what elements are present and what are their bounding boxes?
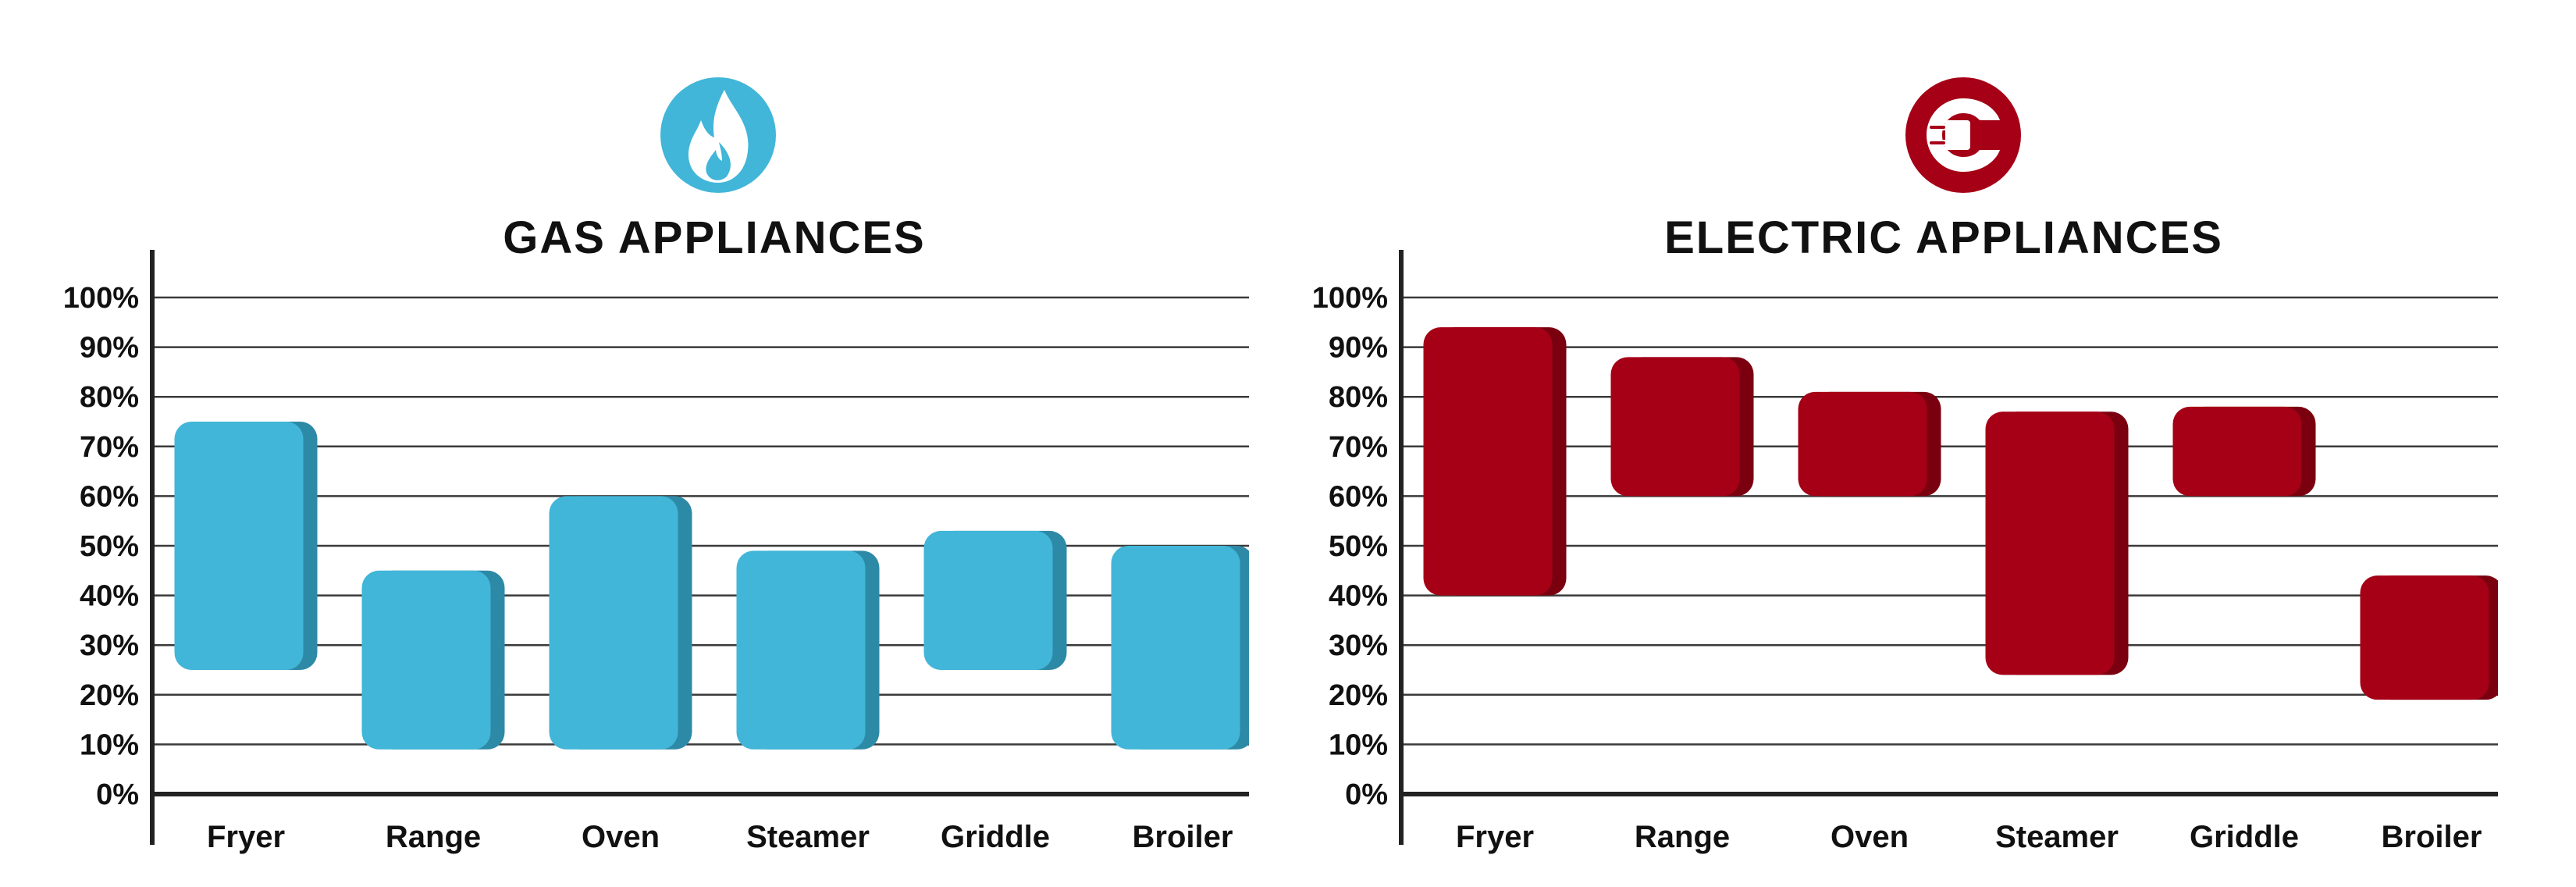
y-tick-label: 50% (80, 530, 139, 563)
y-tick-label: 100% (63, 282, 139, 315)
x-category-label: Broiler (2382, 820, 2482, 854)
bar-broiler (2360, 575, 2498, 700)
bar-oven (549, 496, 692, 750)
gas-appliances-panel: GAS APPLIANCES 0% 10% 20% 30% 40% 50% 60% 70% 80… (0, 0, 1249, 887)
bar-face (2172, 406, 2302, 497)
y-tick-label: 70% (1329, 431, 1388, 464)
bar-fryer (1423, 327, 1567, 596)
x-category-label: Oven (1831, 820, 1909, 854)
y-tick-label: 10% (1329, 728, 1388, 761)
y-tick-label: 20% (80, 679, 139, 712)
chart-title: GAS APPLIANCES (503, 212, 926, 263)
y-tick-label: 90% (80, 332, 139, 365)
y-tick-label: 30% (80, 629, 139, 662)
bar-face (2360, 575, 2489, 700)
electric-appliances-panel: ELECTRIC APPLIANCES 0% 10% 20% 30% 40% 50% 60%… (1249, 0, 2498, 887)
y-tick-label: 0% (96, 778, 139, 811)
x-category-label: Range (1635, 820, 1730, 854)
bar-steamer (736, 550, 880, 750)
x-category-label: Griddle (2190, 820, 2299, 854)
y-tick-label: 30% (1329, 629, 1388, 662)
bar-range (1610, 357, 1754, 497)
y-tick-label: 40% (1329, 580, 1388, 613)
y-tick-label: 40% (80, 580, 139, 613)
bar-face (1423, 327, 1553, 596)
bar-griddle (2172, 406, 2316, 497)
bar-face (1610, 357, 1740, 497)
x-category-label: Steamer (1995, 820, 2119, 854)
bar-face (1985, 411, 2115, 675)
y-tick-label: 80% (1329, 381, 1388, 414)
x-category-label: Broiler (1133, 820, 1233, 854)
y-tick-label: 100% (1312, 282, 1388, 315)
y-tick-label: 60% (1329, 480, 1388, 513)
bar-face (174, 422, 304, 670)
y-tick-label: 70% (80, 431, 139, 464)
x-category-label: Fryer (207, 820, 285, 854)
bar-range (361, 570, 505, 750)
y-tick-label: 10% (80, 728, 139, 761)
bar-face (361, 570, 491, 750)
bar-broiler (1111, 546, 1249, 750)
y-tick-label: 20% (1329, 679, 1388, 712)
y-tick-label: 60% (80, 480, 139, 513)
y-tick-label: 50% (1329, 530, 1388, 563)
bar-face (923, 530, 1053, 670)
bar-face (549, 496, 678, 750)
bar-oven (1798, 391, 1941, 497)
bar-griddle (923, 530, 1067, 670)
y-tick-label: 90% (1329, 332, 1388, 365)
bar-face (1111, 546, 1240, 750)
gas-chart-plot: 0% 10% 20% 30% 40% 50% 60% 70% 80% 90% 100% Fryer Ra… (63, 250, 1249, 854)
bar-fryer (174, 422, 318, 670)
flame-icon (652, 69, 785, 201)
y-tick-label: 80% (80, 381, 139, 414)
electric-chart-plot: 0% 10% 20% 30% 40% 50% 60% 70% 80% 90% 100% Fryer Ra… (1312, 250, 2498, 854)
x-category-label: Range (386, 820, 481, 854)
electric-plug-icon (1897, 69, 2030, 201)
bar-face (1798, 391, 1927, 497)
y-tick-label: 0% (1345, 778, 1388, 811)
chart-title: ELECTRIC APPLIANCES (1664, 212, 2223, 263)
x-category-label: Steamer (746, 820, 870, 854)
x-category-label: Fryer (1456, 820, 1534, 854)
bar-steamer (1985, 411, 2129, 675)
bar-face (736, 550, 866, 750)
x-category-label: Oven (582, 820, 660, 854)
x-category-label: Griddle (941, 820, 1050, 854)
